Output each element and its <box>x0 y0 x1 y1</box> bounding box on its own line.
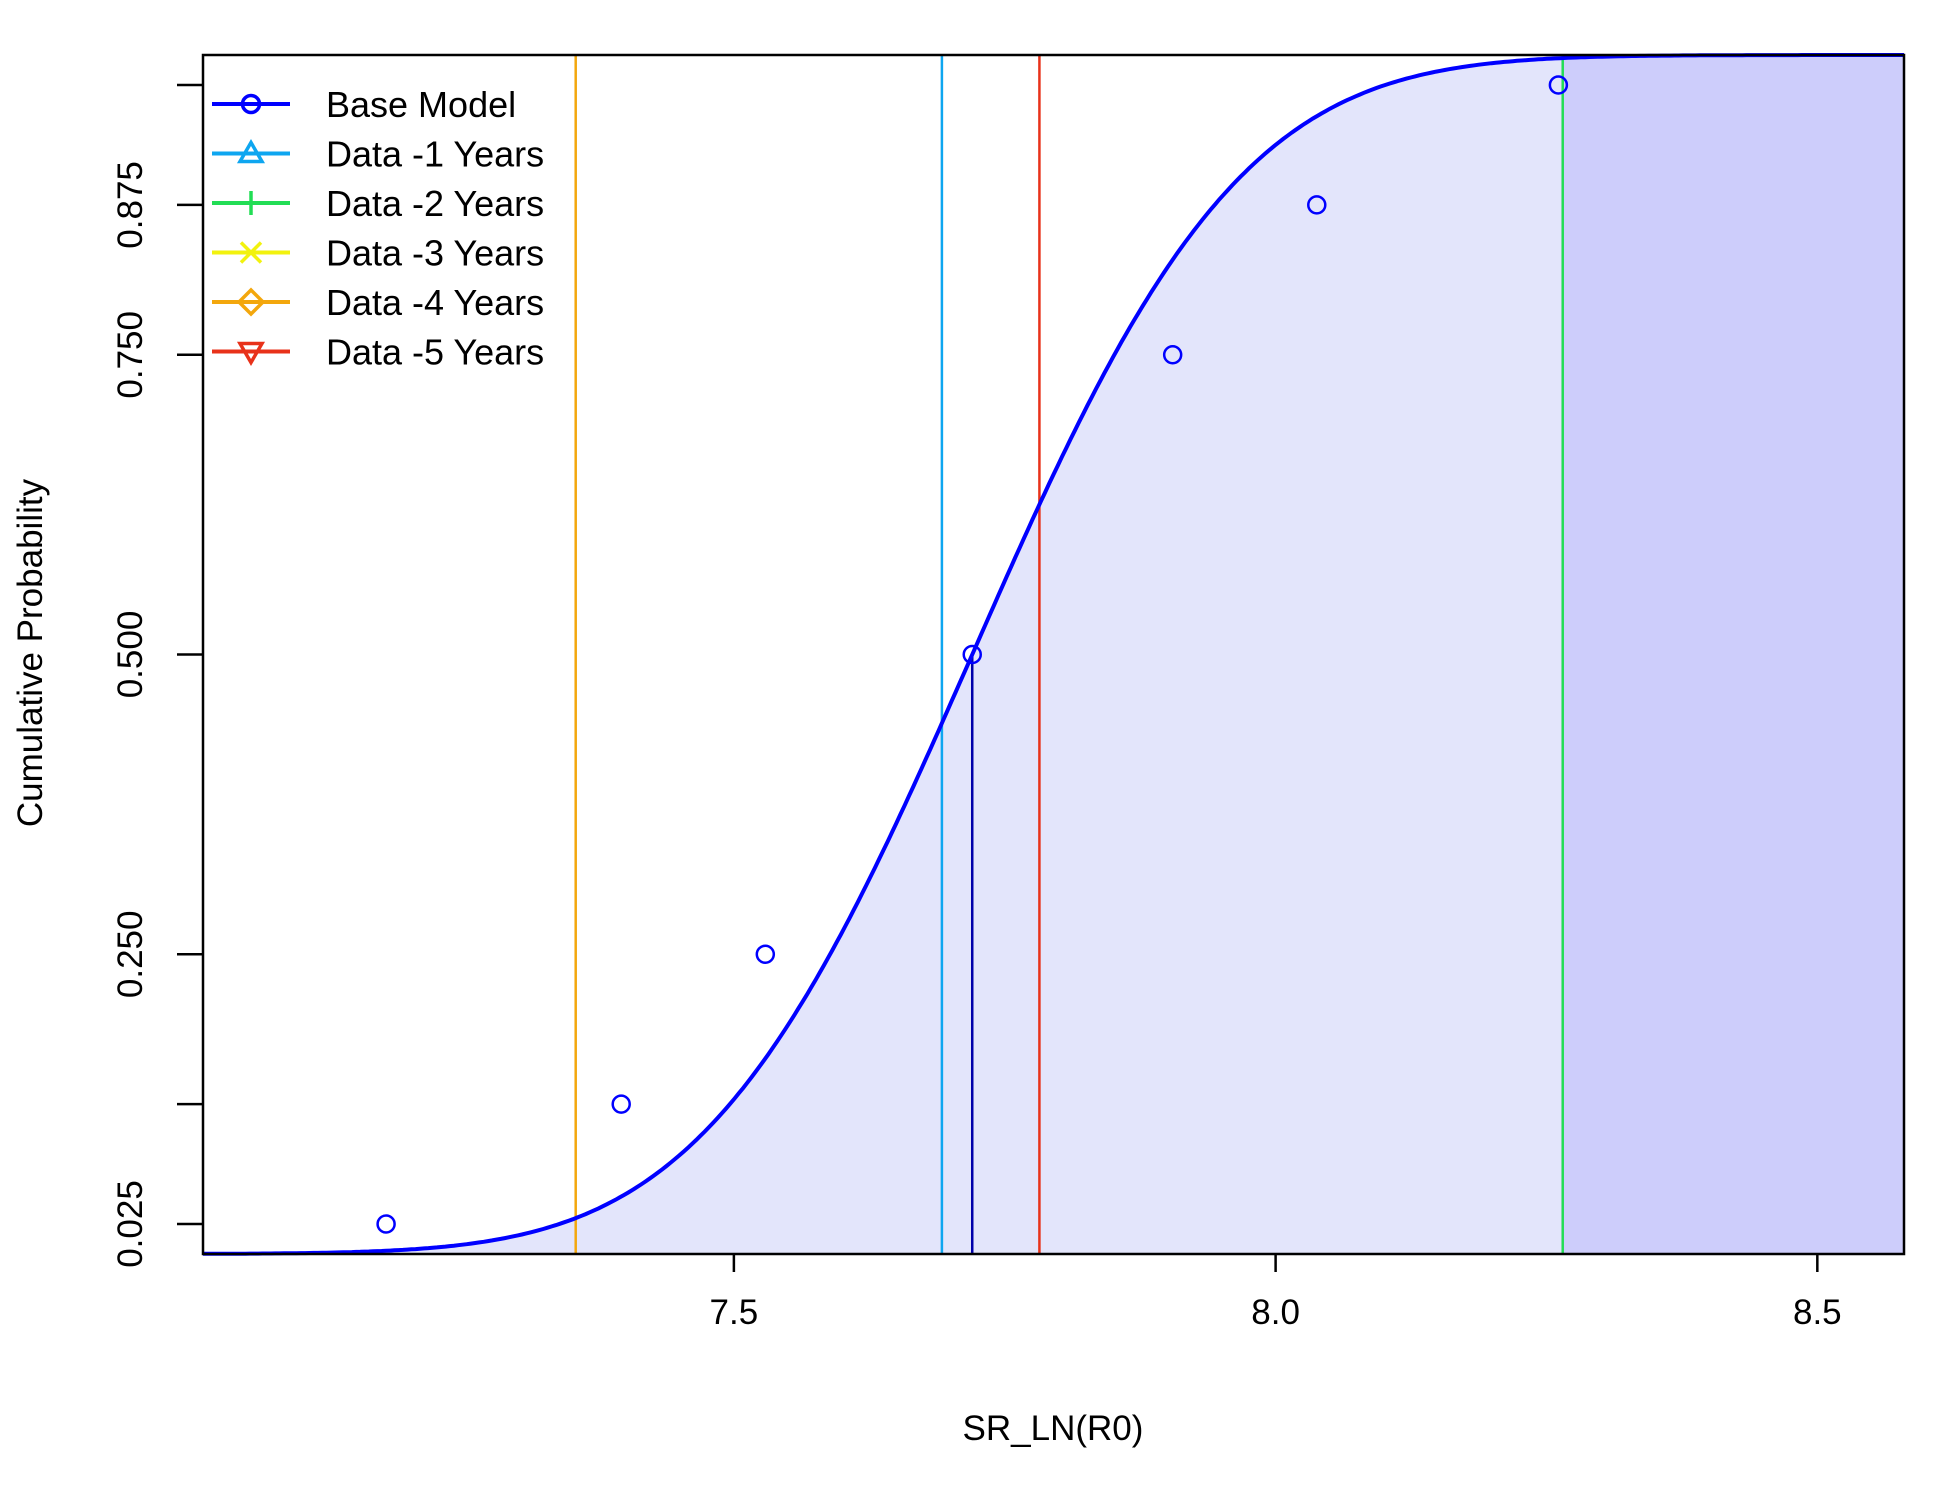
legend-label: Base Model <box>326 84 516 125</box>
legend-label: Data -3 Years <box>326 233 544 274</box>
legend-marker-cross <box>239 241 263 264</box>
y-tick-label: 0.025 <box>111 1180 150 1268</box>
y-tick-label: 0.750 <box>111 311 150 399</box>
legend: Base Model Data -1 Years Data -2 Years Data… <box>212 84 544 373</box>
quantile-point <box>1307 195 1327 215</box>
x-tick-label: 7.5 <box>710 1293 759 1332</box>
legend-label: Data -5 Years <box>326 332 544 373</box>
quantile-point <box>962 644 982 665</box>
x-tick-label: 8.0 <box>1251 1293 1300 1332</box>
legend-marker-triangle-up <box>236 139 266 164</box>
legend-marker-plus <box>239 191 263 215</box>
quantile-point <box>611 1094 631 1114</box>
legend-marker-triangle-down <box>236 341 266 366</box>
legend-label: Data -2 Years <box>326 183 544 224</box>
x-tick-label: 8.5 <box>1793 1293 1842 1332</box>
y-tick-label: 0.500 <box>111 611 150 699</box>
axes: 7.5 8.0 8.5 0.025 0.250 0.500 0.750 0.875 <box>111 53 1906 1332</box>
legend-label: Data -4 Years <box>326 282 544 323</box>
interval-fill <box>386 58 1563 1254</box>
x-axis-title: SR_LN(R0) <box>963 1409 1144 1448</box>
legend-marker-diamond <box>236 287 266 317</box>
y-tick-label: 0.250 <box>111 911 150 999</box>
plot-area <box>203 53 1904 1256</box>
legend-marker-circle <box>240 93 262 115</box>
quantile-point <box>1548 75 1569 95</box>
quantile-point <box>755 944 776 964</box>
upper-tail-fill <box>1562 55 1904 1254</box>
base-model-cdf-line <box>203 53 1904 1256</box>
y-axis-title: Cumulative Probability <box>11 478 50 827</box>
y-tick-label: 0.875 <box>111 161 150 249</box>
quantile-point <box>1162 345 1183 365</box>
quantile-point <box>376 1214 396 1234</box>
legend-label: Data -1 Years <box>326 134 544 175</box>
